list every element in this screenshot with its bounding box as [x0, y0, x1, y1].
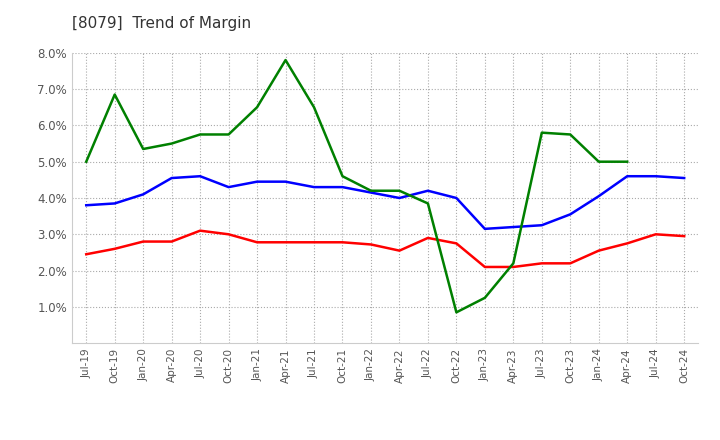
Net Income [139, 239, 148, 244]
Ordinary Income [253, 179, 261, 184]
Operating Cashflow [537, 130, 546, 136]
Ordinary Income [423, 188, 432, 193]
Net Income [167, 239, 176, 244]
Operating Cashflow [139, 147, 148, 152]
Operating Cashflow [282, 57, 290, 62]
Ordinary Income [680, 176, 688, 181]
Ordinary Income [566, 212, 575, 217]
Operating Cashflow [167, 141, 176, 146]
Ordinary Income [310, 184, 318, 190]
Net Income [480, 264, 489, 270]
Ordinary Income [282, 179, 290, 184]
Ordinary Income [537, 223, 546, 228]
Operating Cashflow [595, 159, 603, 165]
Net Income [225, 231, 233, 237]
Ordinary Income [196, 173, 204, 179]
Line: Net Income: Net Income [86, 231, 684, 267]
Ordinary Income [395, 195, 404, 201]
Ordinary Income [623, 173, 631, 179]
Net Income [395, 248, 404, 253]
Operating Cashflow [253, 105, 261, 110]
Operating Cashflow [452, 310, 461, 315]
Operating Cashflow [366, 188, 375, 193]
Net Income [680, 234, 688, 239]
Net Income [623, 241, 631, 246]
Ordinary Income [82, 202, 91, 208]
Net Income [537, 260, 546, 266]
Operating Cashflow [623, 159, 631, 165]
Net Income [82, 252, 91, 257]
Operating Cashflow [196, 132, 204, 137]
Ordinary Income [139, 192, 148, 197]
Operating Cashflow [110, 92, 119, 97]
Operating Cashflow [423, 201, 432, 206]
Ordinary Income [225, 184, 233, 190]
Ordinary Income [509, 224, 518, 230]
Ordinary Income [480, 226, 489, 231]
Text: [8079]  Trend of Margin: [8079] Trend of Margin [72, 16, 251, 31]
Operating Cashflow [480, 295, 489, 301]
Ordinary Income [595, 194, 603, 199]
Operating Cashflow [225, 132, 233, 137]
Operating Cashflow [82, 159, 91, 165]
Net Income [253, 240, 261, 245]
Operating Cashflow [338, 173, 347, 179]
Net Income [423, 235, 432, 241]
Ordinary Income [366, 190, 375, 195]
Ordinary Income [652, 173, 660, 179]
Net Income [196, 228, 204, 233]
Line: Ordinary Income: Ordinary Income [86, 176, 684, 229]
Ordinary Income [110, 201, 119, 206]
Operating Cashflow [395, 188, 404, 193]
Net Income [509, 264, 518, 270]
Operating Cashflow [509, 260, 518, 266]
Operating Cashflow [566, 132, 575, 137]
Operating Cashflow [310, 105, 318, 110]
Ordinary Income [338, 184, 347, 190]
Ordinary Income [167, 176, 176, 181]
Line: Operating Cashflow: Operating Cashflow [86, 60, 627, 312]
Net Income [282, 240, 290, 245]
Ordinary Income [452, 195, 461, 201]
Net Income [566, 260, 575, 266]
Net Income [366, 242, 375, 247]
Net Income [110, 246, 119, 252]
Net Income [452, 241, 461, 246]
Net Income [338, 240, 347, 245]
Net Income [595, 248, 603, 253]
Net Income [652, 231, 660, 237]
Net Income [310, 240, 318, 245]
